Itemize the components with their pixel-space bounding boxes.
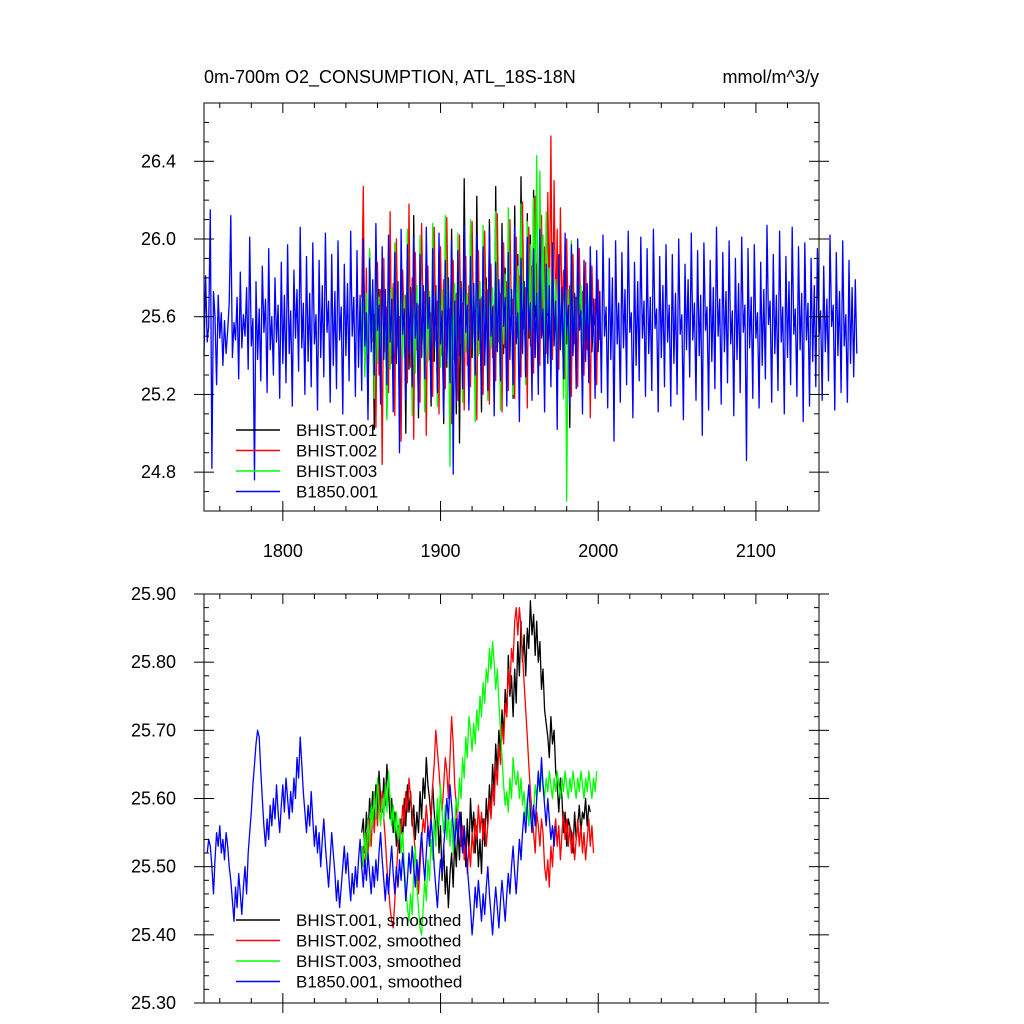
top-y-tick-label: 26.4 <box>141 151 176 171</box>
bottom-y-tick-label: 25.80 <box>131 652 176 672</box>
top-series-line-b1850-001 <box>203 209 858 481</box>
units-label: mmol/m^3/y <box>723 67 819 87</box>
top-axes: 1800 1900 2000 2100 24.8 25.2 25.6 26.0 26.4 <box>141 102 829 561</box>
bottom-y-tick-label: 25.60 <box>131 789 176 809</box>
bottom-series-group <box>206 600 598 936</box>
bottom-axes: 25.30 25.40 25.50 25.60 25.70 25.80 25.90 <box>131 584 829 1013</box>
top-legend-label-bhist-002: BHIST.002 <box>296 442 377 461</box>
bottom-series-line-b1850-001-smoothed <box>206 729 557 936</box>
bottom-legend-label-bhist-001-smoothed: BHIST.001, smoothed <box>296 911 461 930</box>
bottom-y-tick-label: 25.50 <box>131 857 176 877</box>
bottom-series-line-bhist-001-smoothed <box>361 600 591 909</box>
bottom-legend-label-bhist-002-smoothed: BHIST.002, smoothed <box>296 932 461 951</box>
bottom-y-tick-label: 25.30 <box>131 993 176 1013</box>
bottom-legend-label-bhist-003-smoothed: BHIST.003, smoothed <box>296 952 461 971</box>
top-x-tick-label: 1900 <box>421 541 461 561</box>
top-y-tick-label: 25.6 <box>141 307 176 327</box>
top-panel: 0m-700m O2_CONSUMPTION, ATL_18S-18N mmol… <box>141 67 858 561</box>
bottom-y-tick-label: 25.90 <box>131 584 176 604</box>
top-x-tick-label: 1800 <box>263 541 303 561</box>
bottom-series-line-bhist-003-smoothed <box>361 641 598 936</box>
bottom-y-tick-label: 25.70 <box>131 720 176 740</box>
top-legend-label-bhist-001: BHIST.001 <box>296 421 377 440</box>
top-y-tick-label: 24.8 <box>141 462 176 482</box>
top-x-tick-label: 2100 <box>736 541 776 561</box>
bottom-y-tick-label: 25.40 <box>131 925 176 945</box>
top-series-group <box>203 135 858 502</box>
top-y-tick-label: 25.2 <box>141 384 176 404</box>
top-legend-label-bhist-003: BHIST.003 <box>296 462 377 481</box>
chart-title: 0m-700m O2_CONSUMPTION, ATL_18S-18N <box>204 67 576 88</box>
bottom-legend-label-b1850-001-smoothed: B1850.001, smoothed <box>296 973 462 992</box>
bottom-series-line-bhist-002-smoothed <box>361 606 595 929</box>
top-y-tick-label: 26.0 <box>141 229 176 249</box>
top-legend-label-b1850-001: B1850.001 <box>296 483 378 502</box>
bottom-panel: 25.30 25.40 25.50 25.60 25.70 25.80 25.90 BHIS… <box>131 584 829 1013</box>
bottom-legend: BHIST.001, smoothed BHIST.002, smoothedBH… <box>236 911 462 992</box>
top-plot-frame <box>203 102 820 512</box>
top-x-tick-label: 2000 <box>578 541 618 561</box>
